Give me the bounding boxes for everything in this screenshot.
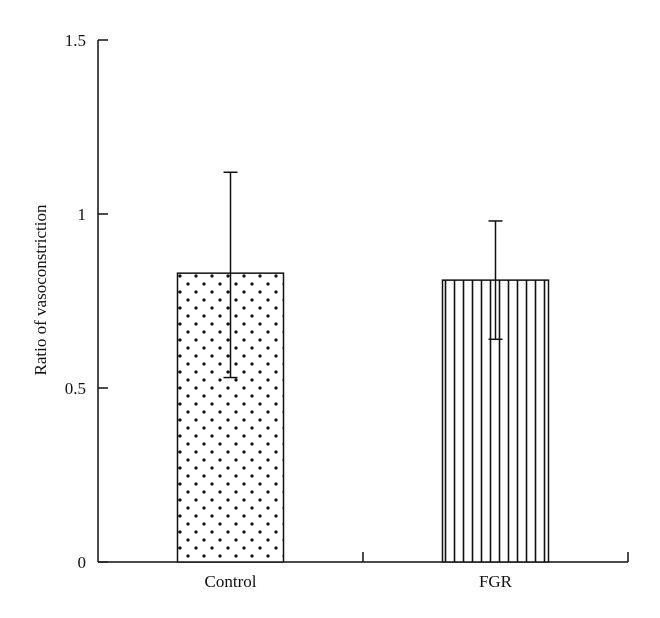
y-tick-label: 0 <box>78 553 87 572</box>
bars <box>176 272 550 563</box>
error-bars <box>223 171 503 379</box>
category-label-control: Control <box>205 572 257 591</box>
category-label-fgr: FGR <box>479 572 513 591</box>
y-axis-title: Ratio of vasoconstriction <box>31 204 50 375</box>
y-ticks: 0 0.5 1 1.5 <box>65 31 108 572</box>
x-ticks <box>362 552 629 562</box>
y-tick-label: 1.5 <box>65 31 86 50</box>
y-tick-label: 0.5 <box>65 379 86 398</box>
y-tick-label: 1 <box>78 205 87 224</box>
category-labels: Control FGR <box>205 572 513 591</box>
